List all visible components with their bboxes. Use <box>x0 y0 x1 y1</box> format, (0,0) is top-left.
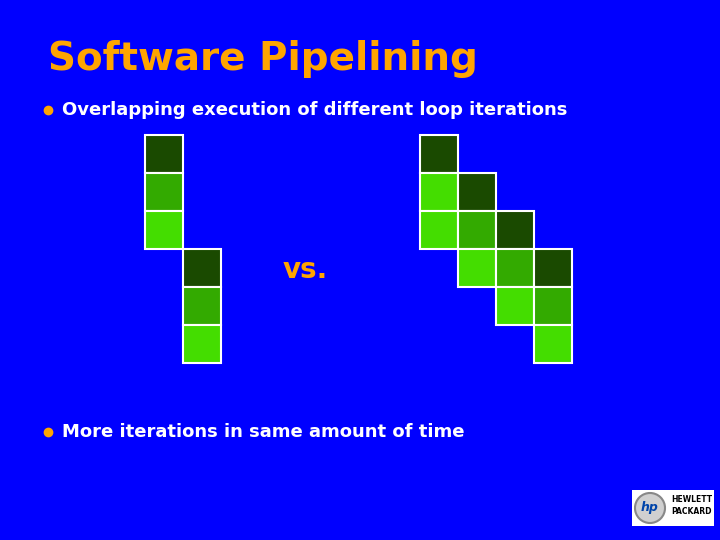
Bar <box>458 173 496 211</box>
Bar <box>534 325 572 363</box>
Bar <box>145 211 183 249</box>
Bar <box>183 325 221 363</box>
Text: PACKARD: PACKARD <box>671 508 711 516</box>
Text: hp: hp <box>641 502 659 515</box>
Bar <box>145 135 183 173</box>
Bar <box>145 173 183 211</box>
Bar <box>496 249 534 287</box>
Bar <box>458 249 496 287</box>
Bar <box>534 249 572 287</box>
Bar <box>183 287 221 325</box>
Text: HEWLETT: HEWLETT <box>671 496 712 504</box>
Bar <box>458 211 496 249</box>
Text: vs.: vs. <box>282 256 328 284</box>
Bar <box>183 249 221 287</box>
Text: More iterations in same amount of time: More iterations in same amount of time <box>62 423 464 441</box>
Bar <box>496 287 534 325</box>
Bar <box>496 211 534 249</box>
Bar <box>420 211 458 249</box>
Text: Overlapping execution of different loop iterations: Overlapping execution of different loop … <box>62 101 567 119</box>
Bar <box>420 173 458 211</box>
Bar <box>534 287 572 325</box>
Circle shape <box>635 493 665 523</box>
Text: Software Pipelining: Software Pipelining <box>48 40 478 78</box>
Bar <box>420 135 458 173</box>
Bar <box>632 490 714 526</box>
